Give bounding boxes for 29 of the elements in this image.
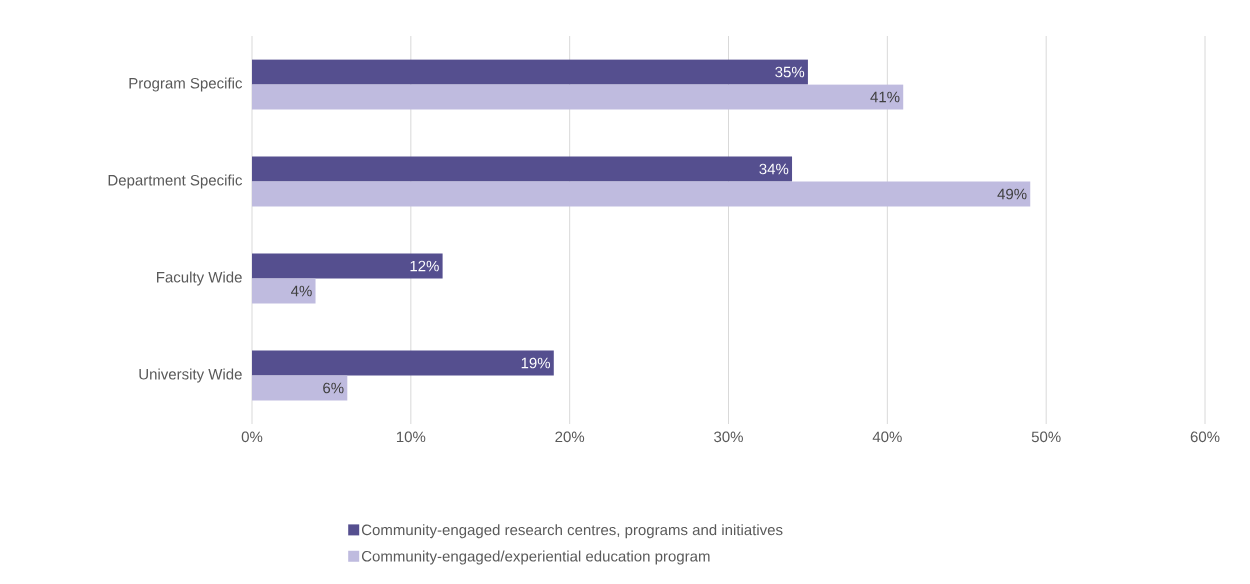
legend-label: Community-engaged/experiential education program [361,550,710,565]
x-tick-label: 20% [555,431,585,443]
bar [252,350,554,376]
data-label: 12% [410,260,439,272]
bar [252,59,808,85]
bar [252,156,793,182]
y-tick-label: Department Specific [108,174,243,189]
y-tick-label: Program Specific [129,77,243,92]
x-tick-label: 40% [872,431,902,443]
x-tick-label: 30% [714,431,743,443]
y-tick-label: University Wide [139,368,242,383]
bar [252,278,316,304]
bar [252,253,443,279]
x-tick-label: 50% [1031,431,1061,443]
data-label: 35% [775,66,805,78]
x-tick-label: 60% [1190,431,1220,443]
legend-label: Community-engaged research centres, programs and initiatives [361,524,783,539]
bar [252,84,904,110]
data-label: 41% [870,91,900,103]
bar [252,181,1031,207]
data-label: 6% [323,382,344,394]
data-label: 4% [291,285,312,297]
bar [252,375,348,401]
x-tick-label: 10% [396,431,426,443]
x-tick-label: 0% [241,431,263,443]
y-tick-label: Faculty Wide [157,271,242,286]
data-label: 34% [759,163,789,175]
data-label: 49% [997,188,1027,200]
data-label: 19% [521,357,551,369]
